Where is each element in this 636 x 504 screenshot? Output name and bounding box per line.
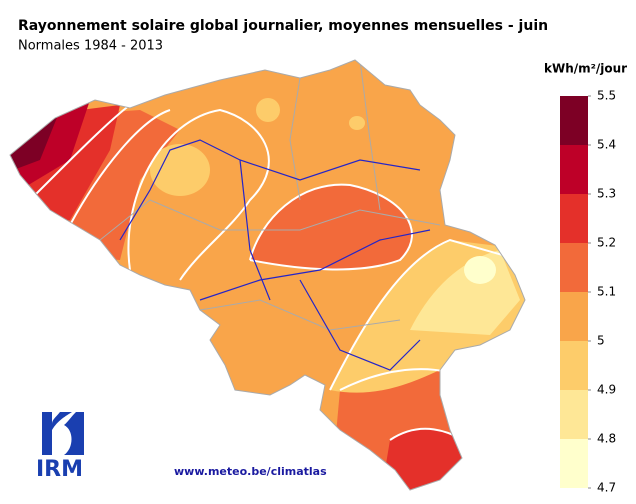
zone xyxy=(150,144,210,196)
legend-tick-label: 4.7 xyxy=(597,481,616,495)
legend-tick-label: 5.2 xyxy=(597,236,616,250)
legend-swatch xyxy=(560,292,588,341)
legend-tick-label: 5.5 xyxy=(597,89,616,103)
legend-swatch xyxy=(560,145,588,194)
url: www.meteo.be/climatlas xyxy=(174,465,327,478)
legend-tick-label: 5.3 xyxy=(597,187,616,201)
logo: IRM xyxy=(36,412,84,482)
legend-tick-label: 4.8 xyxy=(597,432,616,446)
zone xyxy=(250,184,412,270)
legend-unit: kWh/m²/jour xyxy=(544,62,627,76)
legend-swatch xyxy=(560,96,588,145)
legend-swatch xyxy=(560,390,588,439)
map-title: Rayonnement solaire global journalier, m… xyxy=(18,18,548,34)
legend-tick-label: 5 xyxy=(597,334,605,348)
legend-tick-label: 5.4 xyxy=(597,138,616,152)
legend-tick-label: 4.9 xyxy=(597,383,616,397)
legend: 5.5 5.4 5.3 5.2 5.1 5 4.9 4.8 4.7 xyxy=(560,89,616,495)
zone xyxy=(380,428,470,490)
logo-text: IRM xyxy=(36,457,83,482)
legend-swatch xyxy=(560,341,588,390)
zone xyxy=(464,256,496,284)
zone xyxy=(256,98,280,122)
map-subtitle: Normales 1984 - 2013 xyxy=(18,39,163,54)
legend-swatch xyxy=(560,439,588,488)
legend-swatch xyxy=(560,243,588,292)
legend-tick-label: 5.1 xyxy=(597,285,616,299)
legend-swatch xyxy=(560,194,588,243)
zone xyxy=(349,116,365,130)
